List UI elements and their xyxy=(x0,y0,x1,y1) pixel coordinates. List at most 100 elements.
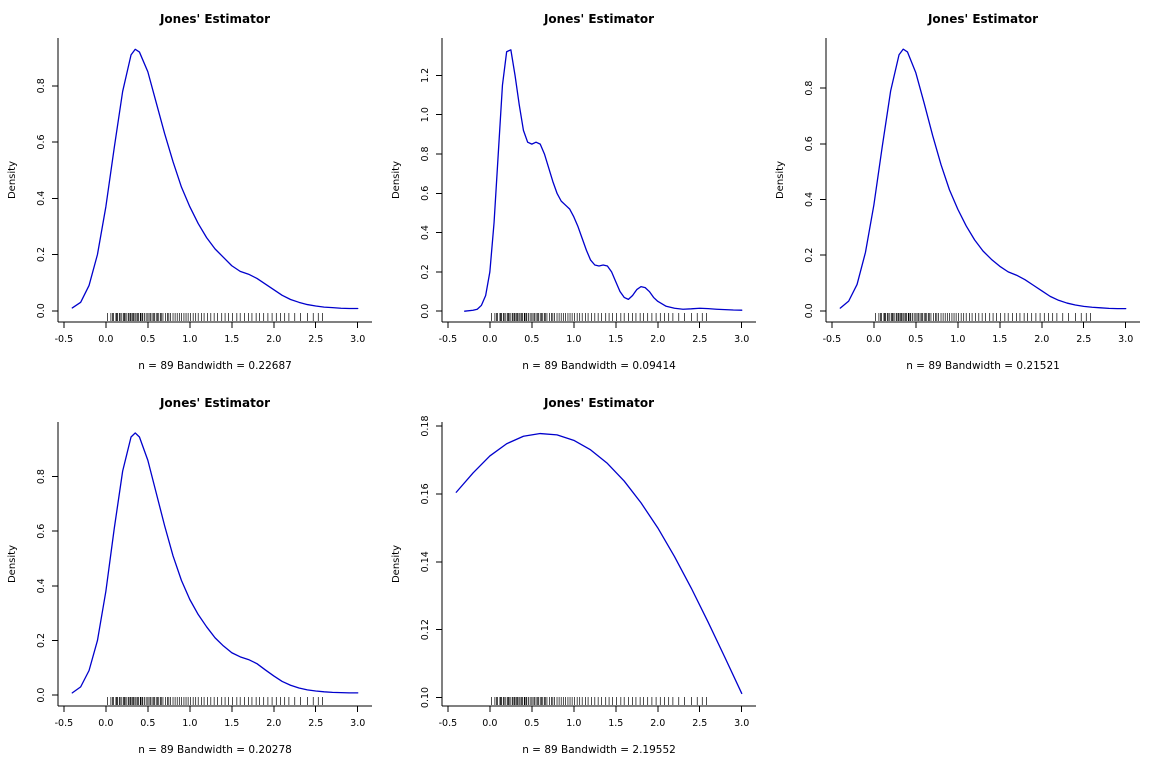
y-tick-label: 0.18 xyxy=(420,415,431,436)
x-tick-label: 2.0 xyxy=(650,334,665,345)
x-tick-label: 2.0 xyxy=(650,718,665,729)
plot-area: -0.5 0.0 0.5 1.0 1.5 2.0 2.5 3.0 0.0 0.2 0.4 0.6 0.8… xyxy=(768,30,1152,360)
y-axis-ticks: 0.10 0.12 0.14 0.16 0.18 xyxy=(420,415,442,708)
y-tick-label: 0.8 xyxy=(804,81,815,96)
y-tick-label: 0.6 xyxy=(36,134,47,149)
x-tick-label: -0.5 xyxy=(439,718,458,729)
x-tick-label: 1.0 xyxy=(950,334,965,345)
y-tick-label: 0.0 xyxy=(36,688,47,703)
x-tick-label: 2.5 xyxy=(308,718,323,729)
x-tick-label: 3.0 xyxy=(1118,334,1133,345)
x-tick-label: 3.0 xyxy=(734,334,749,345)
y-tick-label: 0.0 xyxy=(36,303,47,318)
y-tick-label: 1.2 xyxy=(420,68,431,83)
density-plot-panel: Jones' Estimator -0.5 0.0 0.5 1.0 1.5 2.0 2.5 3… xyxy=(0,384,384,768)
x-tick-label: -0.5 xyxy=(55,718,74,729)
y-tick-label: 0.16 xyxy=(420,483,431,504)
x-tick-label: 0.5 xyxy=(140,334,155,345)
density-plot-panel: Jones' Estimator -0.5 0.0 0.5 1.0 1.5 2.0 2.5 3… xyxy=(384,0,768,384)
density-plot-panel: Jones' Estimator -0.5 0.0 0.5 1.0 1.5 2.0 2.5 3… xyxy=(384,384,768,768)
x-tick-label: 2.0 xyxy=(266,334,281,345)
y-axis-label: Density xyxy=(775,161,786,199)
y-tick-label: 0.4 xyxy=(36,191,47,206)
x-tick-label: 0.5 xyxy=(908,334,923,345)
x-tick-label: 1.0 xyxy=(566,718,581,729)
y-axis-ticks: 0.0 0.2 0.4 0.6 0.8 xyxy=(804,81,826,318)
y-tick-label: 0.2 xyxy=(420,264,431,279)
x-tick-label: 2.0 xyxy=(1034,334,1049,345)
plot-title: Jones' Estimator xyxy=(927,12,1039,26)
x-tick-label: 0.0 xyxy=(482,718,497,729)
x-tick-label: 1.0 xyxy=(182,334,197,345)
y-tick-label: 0.10 xyxy=(420,687,431,708)
rug-marks xyxy=(491,313,707,321)
plot-svg: -0.5 0.0 0.5 1.0 1.5 2.0 2.5 3.0 0.0 0.2 0.4 0.6 0.8… xyxy=(7,422,372,729)
x-tick-label: 0.5 xyxy=(524,334,539,345)
plot-subtitle: n = 89 Bandwidth = 2.19552 xyxy=(522,744,676,756)
x-tick-label: 2.5 xyxy=(308,334,323,345)
density-curve xyxy=(455,432,743,695)
rug-marks xyxy=(107,697,323,705)
density-curve xyxy=(71,48,359,310)
plot-svg: -0.5 0.0 0.5 1.0 1.5 2.0 2.5 3.0 0.0 0.2 0.4 0.6 0.8… xyxy=(7,38,372,345)
x-tick-label: -0.5 xyxy=(439,334,458,345)
x-tick-label: 0.0 xyxy=(98,718,113,729)
x-tick-label: 2.5 xyxy=(1076,334,1091,345)
plot-area: -0.5 0.0 0.5 1.0 1.5 2.0 2.5 3.0 0.0 0.2 0.4 0.6 0.8… xyxy=(0,30,384,360)
y-axis-label: Density xyxy=(7,545,18,583)
density-curve xyxy=(71,432,359,694)
x-tick-label: -0.5 xyxy=(823,334,842,345)
plot-area: -0.5 0.0 0.5 1.0 1.5 2.0 2.5 3.0 0.0 0.2 0.4 0.6 0.8… xyxy=(384,30,768,360)
x-tick-label: 1.5 xyxy=(608,718,623,729)
y-tick-label: 0.4 xyxy=(804,192,815,207)
y-tick-label: 0.12 xyxy=(420,619,431,640)
x-tick-label: 0.0 xyxy=(98,334,113,345)
y-tick-label: 0.0 xyxy=(804,303,815,318)
rug-marks xyxy=(491,697,707,705)
plot-subtitle: n = 89 Bandwidth = 0.20278 xyxy=(138,744,292,756)
x-tick-label: 1.5 xyxy=(992,334,1007,345)
plot-subtitle: n = 89 Bandwidth = 0.21521 xyxy=(906,360,1060,372)
y-tick-label: 0.4 xyxy=(420,225,431,240)
x-tick-label: 0.5 xyxy=(140,718,155,729)
y-tick-label: 0.8 xyxy=(36,78,47,93)
y-tick-label: 1.0 xyxy=(420,107,431,122)
y-tick-label: 0.6 xyxy=(36,524,47,539)
x-axis-ticks: -0.5 0.0 0.5 1.0 1.5 2.0 2.5 3.0 xyxy=(439,322,749,345)
x-tick-label: 3.0 xyxy=(734,718,749,729)
plot-area: -0.5 0.0 0.5 1.0 1.5 2.0 2.5 3.0 0.10 0.12 0.14 0.1… xyxy=(384,414,768,744)
x-tick-label: 2.0 xyxy=(266,718,281,729)
density-curve xyxy=(464,49,743,312)
plot-svg: -0.5 0.0 0.5 1.0 1.5 2.0 2.5 3.0 0.0 0.2 0.4 0.6 0.8… xyxy=(391,38,756,345)
density-curve xyxy=(839,48,1127,310)
x-axis-ticks: -0.5 0.0 0.5 1.0 1.5 2.0 2.5 3.0 xyxy=(439,706,749,729)
plot-subtitle: n = 89 Bandwidth = 0.22687 xyxy=(138,360,292,372)
x-axis-ticks: -0.5 0.0 0.5 1.0 1.5 2.0 2.5 3.0 xyxy=(55,706,365,729)
plot-title: Jones' Estimator xyxy=(543,396,655,410)
plot-svg: -0.5 0.0 0.5 1.0 1.5 2.0 2.5 3.00.100.120.140.1… xyxy=(391,415,756,729)
y-axis-ticks: 0.0 0.2 0.4 0.6 0.8 1.0 1.2 xyxy=(420,68,442,319)
y-tick-label: 0.8 xyxy=(36,469,47,484)
y-tick-label: 0.4 xyxy=(36,578,47,593)
x-tick-label: 2.5 xyxy=(692,334,707,345)
rug-marks xyxy=(875,313,1091,321)
x-tick-label: 1.5 xyxy=(224,718,239,729)
y-tick-label: 0.2 xyxy=(36,247,47,262)
y-axis-ticks: 0.0 0.2 0.4 0.6 0.8 xyxy=(36,469,58,703)
x-tick-label: 3.0 xyxy=(350,718,365,729)
plot-title: Jones' Estimator xyxy=(159,396,271,410)
plot-subtitle: n = 89 Bandwidth = 0.09414 xyxy=(522,360,676,372)
x-tick-label: 1.0 xyxy=(566,334,581,345)
x-axis-ticks: -0.5 0.0 0.5 1.0 1.5 2.0 2.5 3.0 xyxy=(823,322,1133,345)
x-tick-label: 2.5 xyxy=(692,718,707,729)
plot-area: -0.5 0.0 0.5 1.0 1.5 2.0 2.5 3.0 0.0 0.2 0.4 0.6 0.8… xyxy=(0,414,384,744)
density-plot-panel: Jones' Estimator -0.5 0.0 0.5 1.0 1.5 2.0 2.5 3… xyxy=(768,0,1152,384)
x-tick-label: 1.0 xyxy=(182,718,197,729)
x-tick-label: -0.5 xyxy=(55,334,74,345)
x-tick-label: 1.5 xyxy=(608,334,623,345)
y-tick-label: 0.2 xyxy=(36,633,47,648)
x-tick-label: 0.0 xyxy=(482,334,497,345)
x-tick-label: 0.0 xyxy=(866,334,881,345)
plot-title: Jones' Estimator xyxy=(543,12,655,26)
